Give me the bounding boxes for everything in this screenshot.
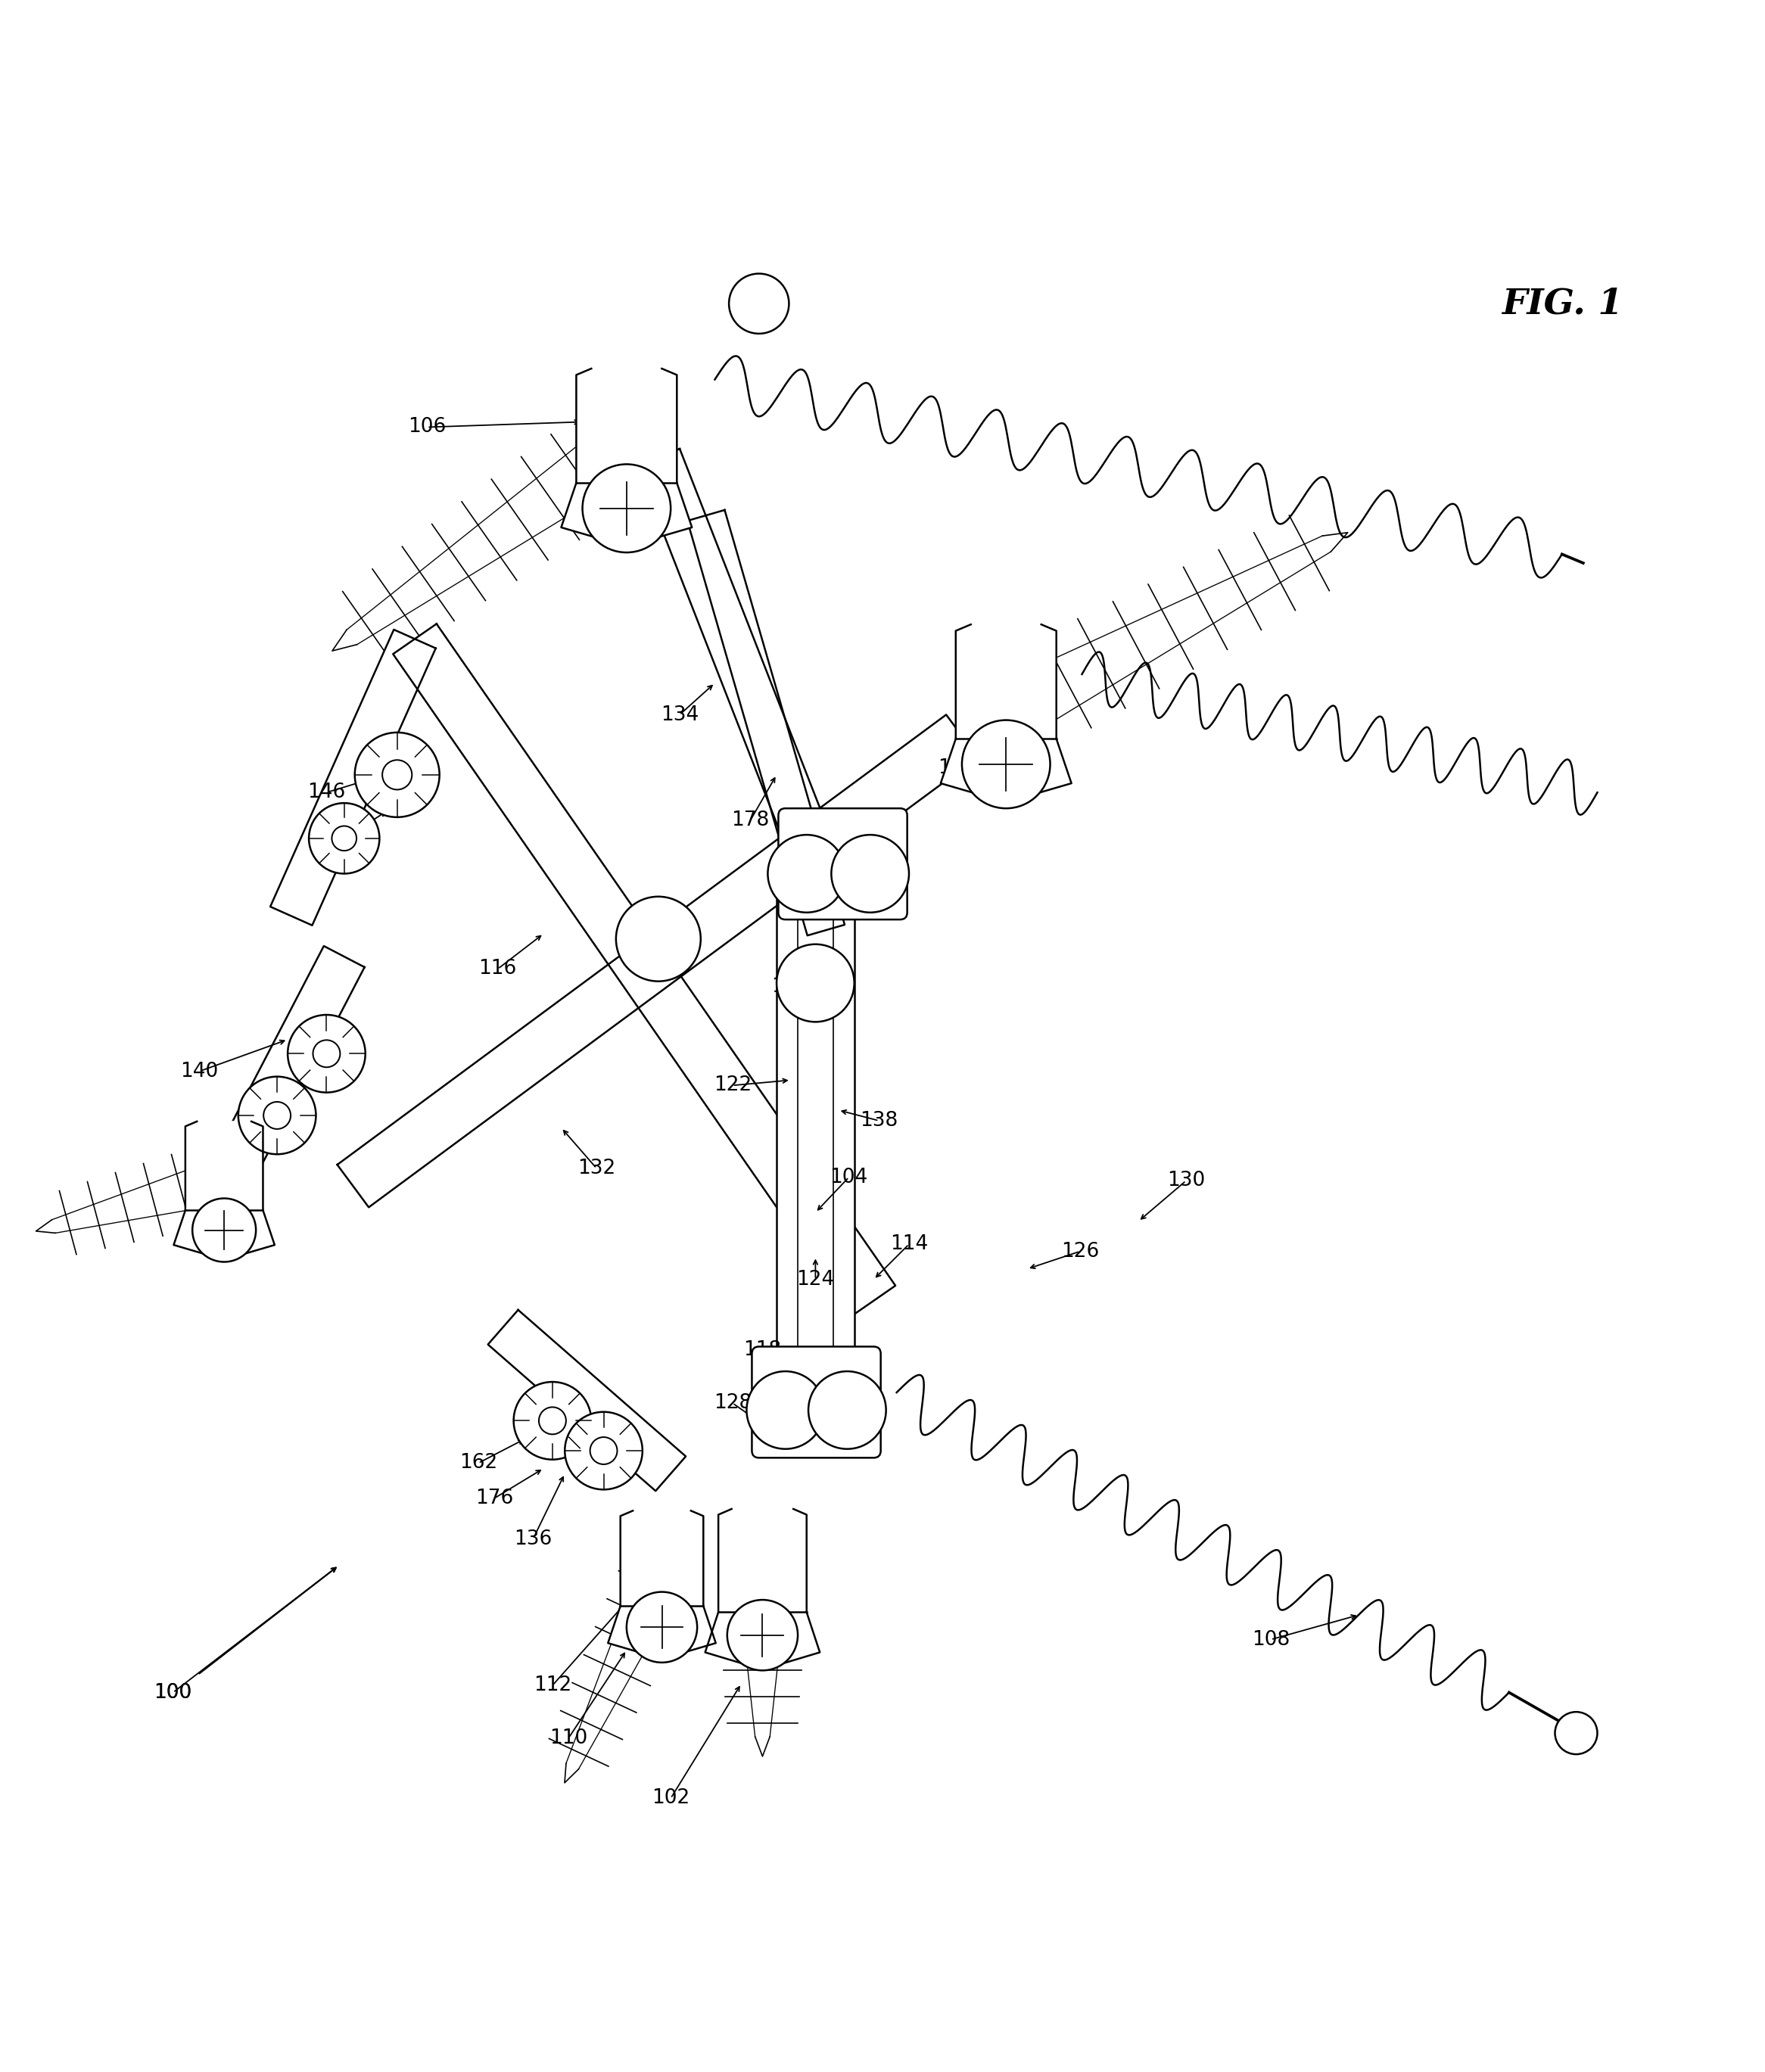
Text: 116: 116 (478, 959, 517, 978)
Text: 120: 120 (771, 976, 810, 997)
Polygon shape (487, 1310, 687, 1492)
Text: 134: 134 (660, 704, 699, 725)
Text: 100: 100 (154, 1682, 192, 1703)
Circle shape (747, 1372, 824, 1448)
Circle shape (727, 1600, 798, 1670)
Circle shape (962, 721, 1050, 808)
Text: 100: 100 (154, 1682, 192, 1703)
Text: 104: 104 (830, 1167, 868, 1187)
Circle shape (238, 1077, 316, 1154)
Circle shape (729, 274, 789, 334)
Polygon shape (704, 1508, 821, 1670)
Circle shape (312, 1040, 341, 1067)
Text: 164: 164 (937, 758, 976, 777)
Text: 122: 122 (713, 1075, 752, 1096)
Circle shape (309, 804, 379, 874)
Polygon shape (607, 1510, 717, 1660)
Text: 136: 136 (514, 1529, 552, 1548)
Circle shape (538, 1407, 567, 1434)
Circle shape (582, 464, 671, 553)
Text: 142: 142 (334, 823, 372, 843)
Circle shape (565, 1411, 642, 1490)
Text: 102: 102 (651, 1788, 690, 1809)
Text: 140: 140 (180, 1061, 219, 1082)
Polygon shape (777, 876, 854, 1423)
Circle shape (263, 1102, 291, 1129)
Text: FIG. 1: FIG. 1 (1502, 286, 1622, 321)
FancyBboxPatch shape (752, 1347, 881, 1459)
Text: 162: 162 (459, 1452, 498, 1473)
Circle shape (514, 1382, 591, 1459)
Polygon shape (394, 624, 895, 1316)
Text: 138: 138 (860, 1111, 898, 1131)
Text: 114: 114 (890, 1235, 928, 1254)
Text: 106: 106 (408, 416, 447, 437)
Circle shape (383, 760, 411, 789)
Circle shape (332, 827, 357, 852)
Text: 126: 126 (1061, 1241, 1100, 1262)
Circle shape (808, 1372, 886, 1448)
FancyBboxPatch shape (778, 808, 907, 920)
Text: 130: 130 (1167, 1171, 1205, 1191)
Text: 144: 144 (201, 1193, 240, 1214)
Circle shape (288, 1015, 365, 1092)
Polygon shape (173, 1121, 275, 1260)
Text: 110: 110 (549, 1728, 588, 1749)
Polygon shape (941, 624, 1071, 802)
Text: 118: 118 (743, 1341, 782, 1359)
Polygon shape (337, 715, 978, 1208)
Polygon shape (637, 450, 837, 868)
Circle shape (355, 733, 439, 816)
Circle shape (627, 1591, 697, 1662)
Circle shape (590, 1438, 618, 1465)
Circle shape (1555, 1711, 1597, 1755)
Polygon shape (561, 369, 692, 547)
Text: 128: 128 (713, 1392, 752, 1413)
Text: 112: 112 (533, 1676, 572, 1695)
Text: 176: 176 (475, 1488, 514, 1508)
Text: 146: 146 (307, 783, 346, 802)
Circle shape (616, 897, 701, 982)
Circle shape (831, 835, 909, 912)
Circle shape (192, 1198, 256, 1262)
Polygon shape (270, 630, 436, 926)
Circle shape (777, 945, 854, 1021)
Text: 178: 178 (731, 810, 770, 831)
Circle shape (768, 835, 845, 912)
Polygon shape (208, 947, 365, 1187)
Text: 132: 132 (577, 1158, 616, 1179)
Polygon shape (687, 510, 845, 937)
Text: 124: 124 (796, 1270, 835, 1289)
Text: 108: 108 (1251, 1631, 1290, 1649)
